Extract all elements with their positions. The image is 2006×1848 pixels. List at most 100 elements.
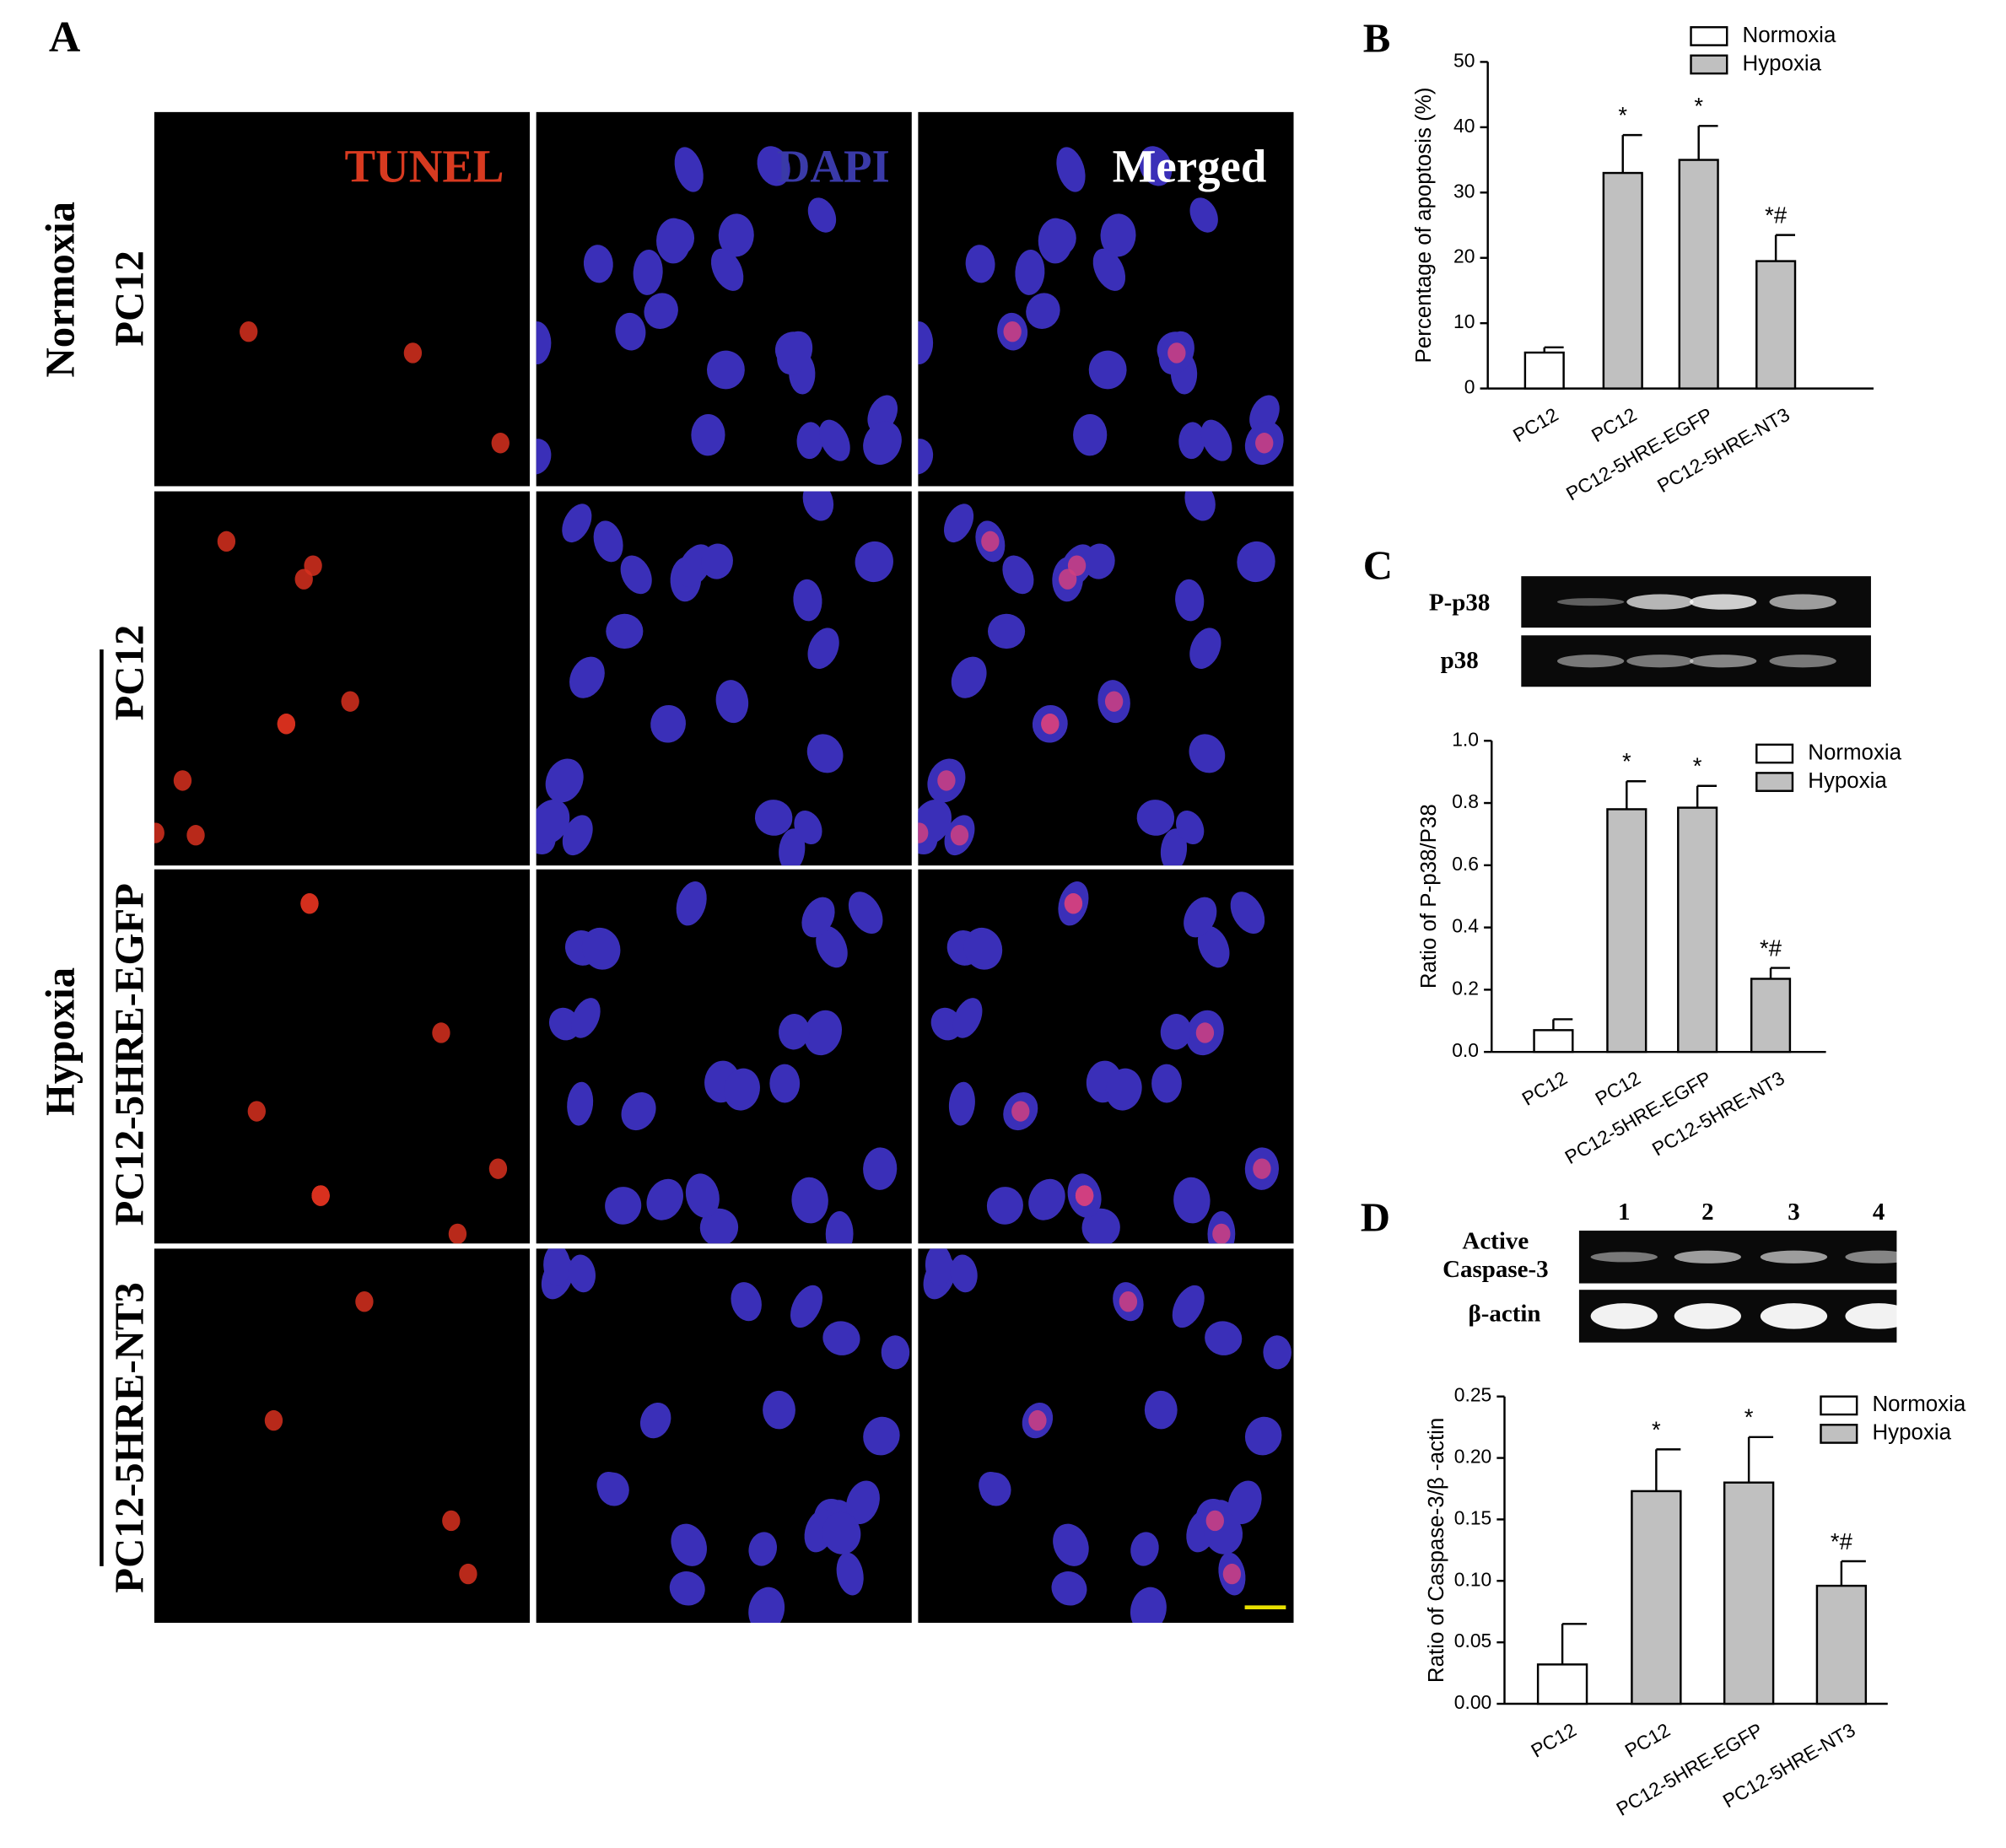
significance-label: * — [1694, 93, 1703, 119]
bar — [1678, 159, 1719, 390]
micrograph-bg — [154, 491, 531, 866]
nucleus — [1092, 248, 1126, 291]
tunel-signal — [459, 1563, 477, 1585]
tunel-signal — [154, 822, 164, 843]
micrograph — [154, 1248, 531, 1623]
nucleus — [1081, 1208, 1120, 1244]
nucleus — [804, 1010, 843, 1056]
nucleus — [1263, 1335, 1291, 1370]
micrograph — [154, 111, 531, 487]
bar — [1523, 351, 1565, 390]
tunel-signal — [247, 1101, 266, 1122]
nucleus — [562, 815, 593, 856]
tunel-signal — [311, 1185, 330, 1206]
legend-swatch — [1690, 26, 1728, 46]
nucleus — [748, 1532, 778, 1566]
y-tick-label: 10 — [1453, 310, 1475, 332]
nucleus — [633, 249, 663, 295]
nucleus — [925, 1248, 952, 1286]
nucleus — [944, 504, 974, 543]
nucleus — [930, 1007, 963, 1041]
nucleus — [1189, 628, 1221, 669]
error-bar — [1552, 1018, 1573, 1031]
cells — [923, 1248, 1291, 1623]
significance-label: * — [1693, 753, 1702, 779]
nucleus — [583, 245, 613, 283]
tunel-signal — [294, 568, 313, 590]
nucleus — [639, 1402, 671, 1439]
micrograph-bg — [154, 869, 531, 1244]
panel-label: D — [1361, 1195, 1390, 1241]
nucleus — [1083, 543, 1115, 579]
nucleus — [1175, 579, 1205, 622]
y-tick-label: 0 — [1464, 376, 1475, 398]
tunel-signal — [442, 1510, 461, 1532]
significance-label: * — [1652, 1416, 1661, 1442]
nucleus — [568, 1254, 596, 1293]
nucleus — [863, 421, 902, 466]
y-tick-label: 20 — [1453, 245, 1475, 267]
nucleus — [1056, 147, 1086, 192]
error-bar — [1697, 125, 1718, 160]
nucleus — [807, 628, 839, 669]
nucleus — [988, 613, 1026, 649]
error-bar — [1626, 780, 1647, 810]
tunel-signal — [1195, 1022, 1215, 1043]
tunel-signal — [240, 321, 258, 342]
error-bar — [1561, 1623, 1588, 1665]
blot-band — [1845, 1303, 1912, 1329]
legend-label: Normoxia — [1808, 741, 1901, 764]
nucleus — [822, 1511, 861, 1554]
blot-band — [1674, 1250, 1741, 1263]
nucleus — [605, 1187, 642, 1225]
nucleus — [1015, 249, 1045, 295]
nucleus — [548, 1007, 580, 1041]
cells — [541, 1248, 910, 1623]
micrograph — [154, 869, 531, 1244]
blot-row-label: Active Caspase-3 — [1442, 1228, 1549, 1284]
nucleus — [1038, 218, 1073, 264]
significance-label: * — [1618, 102, 1627, 128]
nucleus — [1237, 541, 1275, 583]
y-tick-label: 0.25 — [1454, 1384, 1492, 1406]
nucleus — [1144, 1390, 1178, 1430]
blot-band — [1674, 1303, 1741, 1329]
nucleus — [1139, 146, 1173, 186]
tunel-signal — [1253, 1158, 1271, 1179]
nucleus — [1227, 1480, 1262, 1524]
blot-band — [1760, 1250, 1828, 1263]
nucleus — [779, 1014, 810, 1050]
blot-row-label: P-p38 — [1429, 589, 1490, 616]
y-tick-label: 0.4 — [1452, 915, 1479, 937]
legend-label: Hypoxia — [1872, 1421, 1951, 1445]
nucleus — [790, 1285, 823, 1328]
nucleus — [1189, 734, 1226, 773]
nucleus — [1073, 414, 1108, 456]
bar — [1750, 978, 1792, 1053]
significance-label: *# — [1831, 1528, 1853, 1554]
channel-label: DAPI — [777, 141, 890, 192]
bar — [1602, 171, 1643, 390]
blot-band — [1556, 655, 1625, 668]
nucleus — [1184, 897, 1217, 938]
nucleus — [979, 1472, 1011, 1506]
significance-label: * — [1622, 748, 1631, 774]
error-bar — [1543, 346, 1564, 353]
blot-band — [1590, 1303, 1658, 1329]
cells — [536, 491, 893, 866]
nucleus — [1130, 1532, 1159, 1566]
tunel-signal — [1011, 1101, 1030, 1122]
panel-label: C — [1363, 543, 1393, 589]
blot-band — [1590, 1252, 1658, 1263]
micrograph — [918, 491, 1294, 866]
cells — [264, 1291, 477, 1585]
cells — [247, 893, 508, 1244]
blot-band — [1845, 1250, 1912, 1263]
error-bar — [1621, 133, 1642, 174]
tunel-signal — [1222, 1563, 1242, 1585]
nucleus — [1028, 1178, 1065, 1220]
micrograph — [536, 869, 912, 1244]
nucleus — [1130, 1587, 1167, 1623]
tunel-signal — [1205, 1510, 1224, 1532]
